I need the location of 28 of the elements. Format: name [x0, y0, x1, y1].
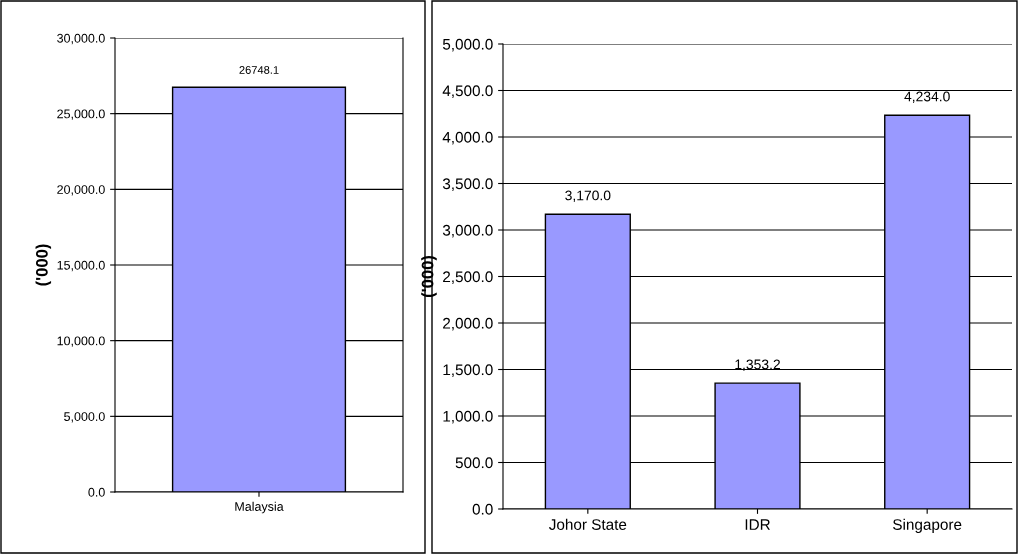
x-tick-label: Johor State [549, 518, 627, 530]
y-tick-label: 500.0 [455, 457, 493, 469]
y-tick-label: 5,000.0 [442, 38, 493, 52]
y-tick-label: 2,000.0 [443, 317, 493, 331]
x-tick-label: IDR [745, 519, 770, 530]
y-tick-label: 0.0 [472, 503, 493, 515]
y-tick-label: 20,000.0 [57, 185, 105, 196]
y-tick-label: 4,500.0 [442, 85, 493, 98]
x-tick-label: Singapore [893, 518, 962, 533]
y-tick-label: 10,000.0 [57, 336, 105, 347]
y-tick-label: 30,000.0 [57, 33, 105, 45]
y-tick-label: 5,000.0 [64, 412, 105, 423]
y-tick-label: 15,000.0 [57, 260, 105, 272]
y-tick-label: 1,500.0 [443, 364, 493, 377]
data-label: 3,170.0 [565, 190, 611, 202]
y-tick-label: 25,000.0 [57, 109, 105, 120]
y-axis-title: ('000) [421, 255, 437, 298]
y-tick-label: 4,000.0 [442, 131, 493, 145]
data-label: 4,234.0 [904, 91, 950, 104]
y-tick-label: 3,500.0 [442, 178, 493, 191]
y-axis-title: ('000) [35, 244, 52, 286]
y-tick-label: 2,500.0 [443, 271, 493, 284]
y-tick-label: 1,000.0 [443, 410, 493, 424]
data-label: 26748.1 [239, 66, 279, 74]
y-tick-label: 3,000.0 [442, 224, 493, 238]
y-tick-label: 0.0 [88, 487, 105, 497]
x-tick-label: Malaysia [235, 501, 284, 514]
data-label: 1,353.2 [735, 359, 780, 371]
